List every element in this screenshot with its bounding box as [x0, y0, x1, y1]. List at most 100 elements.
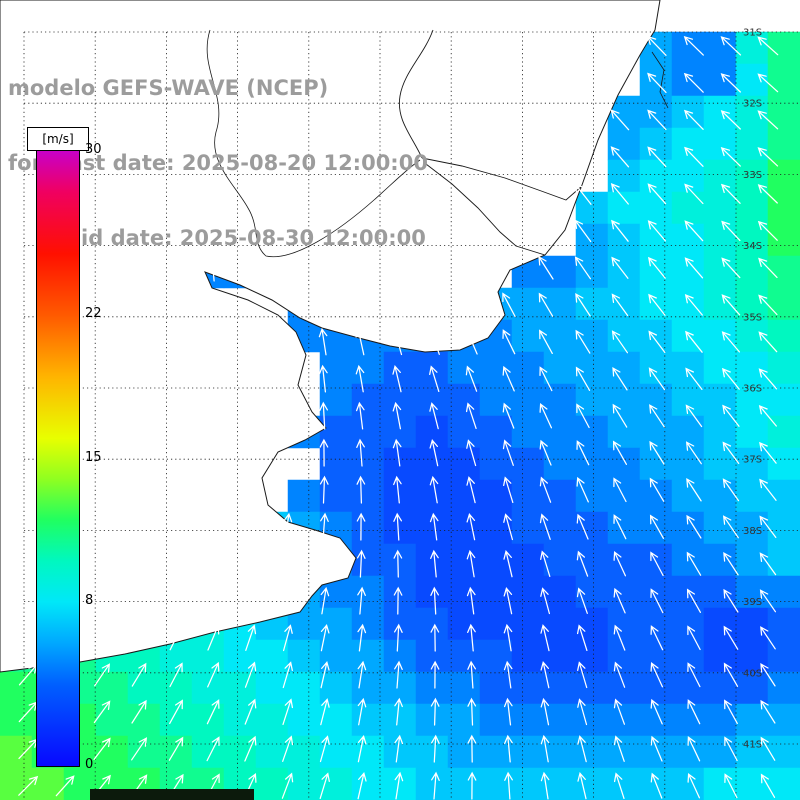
wind-arrow	[503, 660, 513, 689]
wind-arrow	[757, 184, 778, 204]
field-cell	[703, 767, 737, 800]
field-cell	[703, 671, 737, 705]
lat-label: 37S	[743, 455, 762, 466]
wind-arrow	[319, 475, 329, 504]
field-cell	[767, 159, 800, 193]
wind-arrow	[650, 662, 664, 688]
wind-arrow	[55, 775, 75, 797]
field-cell	[735, 383, 769, 417]
field-cell	[255, 703, 289, 737]
wind-arrow	[540, 550, 551, 578]
field-cell	[447, 511, 481, 545]
field-cell	[287, 703, 321, 737]
wind-arrow	[647, 220, 667, 242]
wind-arrow	[684, 183, 704, 205]
field-cell	[415, 607, 449, 641]
wind-arrow	[429, 438, 439, 467]
field-cell	[703, 319, 737, 353]
colorbar-tick-label: 30	[85, 142, 102, 157]
field-cell	[351, 543, 385, 577]
wind-arrow	[650, 588, 664, 614]
field-cell	[447, 415, 481, 449]
wind-arrow	[647, 183, 667, 205]
wind-arrow	[613, 514, 627, 540]
wind-arrow	[647, 109, 667, 131]
field-cell	[607, 511, 641, 545]
field-cell	[287, 479, 321, 513]
wind-arrow	[430, 697, 440, 726]
field-cell	[511, 415, 545, 449]
wind-arrow	[612, 403, 628, 428]
field-cell	[639, 543, 673, 577]
wind-arrow	[428, 291, 441, 318]
field-cell	[511, 607, 545, 641]
field-cell	[703, 63, 737, 97]
wind-arrow	[758, 257, 778, 279]
wind-arrow	[686, 551, 702, 576]
wind-arrow	[430, 734, 440, 763]
wind-arrow	[503, 586, 513, 615]
wind-arrow	[758, 331, 778, 353]
wind-arrow	[283, 549, 293, 578]
wind-arrow	[759, 478, 777, 501]
wind-arrow	[577, 771, 587, 800]
field-cell	[287, 767, 321, 800]
field-cell	[735, 191, 769, 225]
field-cell	[479, 735, 513, 769]
wind-arrow	[687, 699, 701, 725]
field-cell	[767, 735, 800, 769]
wind-arrow	[131, 662, 147, 687]
wind-arrow	[759, 589, 777, 613]
field-cell	[415, 767, 449, 800]
wind-arrow	[356, 549, 366, 578]
field-cell	[767, 607, 800, 641]
wind-arrow	[539, 366, 553, 392]
field-cell	[703, 735, 737, 769]
wind-arrow	[93, 737, 111, 761]
wind-arrow	[759, 515, 777, 539]
field-cell	[703, 511, 737, 545]
wind-arrow	[131, 625, 147, 650]
wind-arrow	[720, 36, 742, 56]
wind-arrow	[393, 549, 403, 578]
field-cell	[511, 383, 545, 417]
wind-arrow	[687, 625, 701, 651]
wind-arrow	[319, 772, 330, 800]
wind-arrow	[356, 475, 366, 504]
wind-arrow	[760, 699, 776, 724]
field-cell	[351, 735, 385, 769]
field-cell	[735, 351, 769, 385]
wind-arrow	[686, 514, 702, 539]
wind-arrow	[393, 623, 403, 652]
wind-arrow	[168, 736, 184, 761]
wind-arrow	[244, 253, 254, 282]
field-cell	[511, 735, 545, 769]
field-cell	[159, 671, 193, 705]
field-cell	[671, 31, 705, 65]
wind-arrow	[758, 368, 778, 390]
valid-date-line: valid date: 2025-08-30 12:00:00	[46, 226, 426, 250]
wind-arrow	[576, 550, 589, 577]
field-cell	[639, 575, 673, 609]
field-cell	[575, 255, 609, 289]
field-cell	[351, 607, 385, 641]
field-cell	[287, 639, 321, 673]
wind-arrow	[539, 513, 551, 540]
field-cell	[447, 639, 481, 673]
lat-label: 33S	[743, 170, 762, 181]
wind-arrow	[720, 110, 741, 130]
wind-arrow	[611, 293, 629, 317]
wind-arrow	[502, 402, 515, 429]
wind-arrow	[574, 256, 592, 280]
wind-arrow	[576, 403, 590, 429]
field-cell	[639, 415, 673, 449]
wind-arrow	[503, 697, 513, 726]
wind-arrow	[649, 440, 665, 465]
wind-arrow	[613, 624, 626, 651]
field-cell	[767, 95, 800, 129]
field-cell	[703, 639, 737, 673]
field-cell	[639, 639, 673, 673]
wind-arrow	[393, 586, 403, 615]
field-cell	[223, 639, 257, 673]
wind-arrow	[207, 661, 220, 688]
